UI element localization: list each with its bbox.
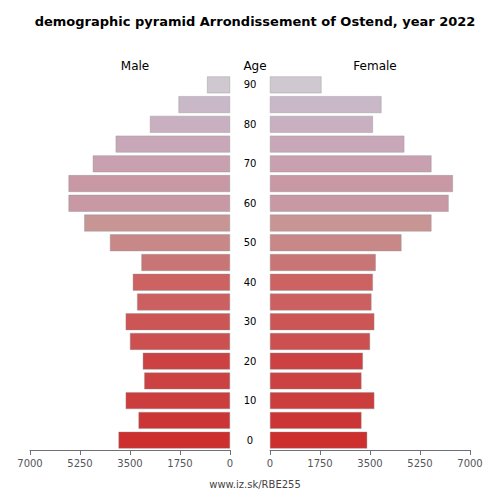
svg-text:70: 70 (244, 158, 257, 169)
svg-text:1750: 1750 (307, 458, 332, 469)
svg-text:40: 40 (244, 277, 257, 288)
svg-text:Female: Female (353, 59, 396, 73)
svg-text:20: 20 (244, 356, 257, 367)
svg-text:50: 50 (244, 237, 257, 248)
svg-text:80: 80 (244, 119, 257, 130)
svg-text:3500: 3500 (117, 458, 142, 469)
svg-text:5250: 5250 (67, 458, 92, 469)
svg-text:3500: 3500 (357, 458, 382, 469)
svg-text:5250: 5250 (407, 458, 432, 469)
svg-text:7000: 7000 (457, 458, 482, 469)
svg-text:Male: Male (121, 59, 149, 73)
svg-text:30: 30 (244, 316, 257, 327)
svg-text:1750: 1750 (167, 458, 192, 469)
svg-text:0: 0 (267, 458, 273, 469)
svg-text:90: 90 (244, 79, 257, 90)
svg-text:www.iz.sk/RBE255: www.iz.sk/RBE255 (209, 479, 301, 490)
svg-text:demographic pyramid Arrondisse: demographic pyramid Arrondissement of Os… (35, 14, 476, 29)
svg-text:Age: Age (243, 59, 266, 73)
svg-text:0: 0 (227, 458, 233, 469)
svg-text:10: 10 (244, 395, 257, 406)
svg-text:60: 60 (244, 198, 257, 209)
svg-text:7000: 7000 (17, 458, 42, 469)
svg-text:0: 0 (247, 435, 253, 446)
